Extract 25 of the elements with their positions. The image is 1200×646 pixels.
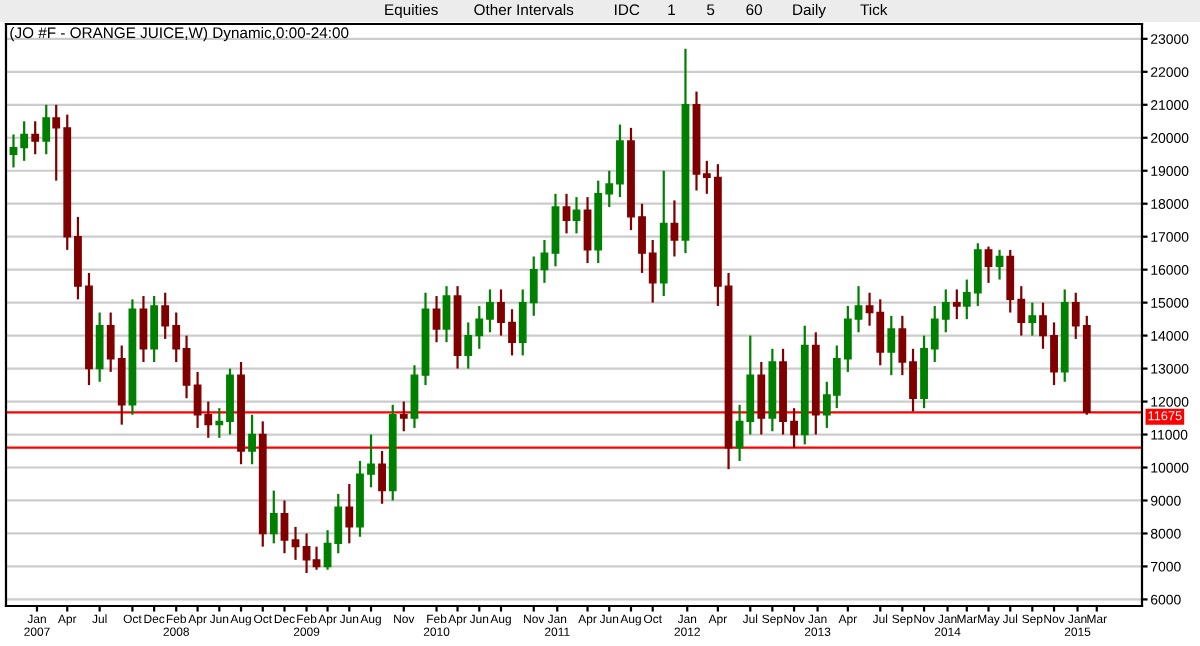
candlestick bbox=[410, 364, 419, 430]
candlestick bbox=[95, 311, 104, 383]
candlestick bbox=[952, 288, 961, 321]
candlestick bbox=[984, 245, 993, 284]
candlestick bbox=[757, 360, 766, 436]
candlestick bbox=[345, 482, 354, 545]
candlestick bbox=[887, 314, 896, 377]
candlestick bbox=[291, 525, 300, 561]
candlestick bbox=[551, 192, 560, 268]
candlestick bbox=[378, 449, 386, 505]
candlestick bbox=[42, 103, 51, 156]
candlestick bbox=[248, 413, 256, 466]
candlestick bbox=[269, 489, 278, 545]
candlestick bbox=[995, 248, 1004, 281]
candlestick bbox=[562, 192, 571, 235]
candlestick bbox=[442, 285, 451, 344]
candlestick bbox=[432, 294, 441, 344]
candlestick bbox=[670, 199, 679, 258]
candlestick bbox=[1028, 301, 1037, 337]
candlestick bbox=[31, 120, 40, 156]
candlestick bbox=[399, 400, 408, 433]
candlestick bbox=[150, 294, 159, 364]
candlestick bbox=[572, 196, 581, 235]
candlestick bbox=[280, 499, 289, 555]
candlestick bbox=[583, 196, 592, 265]
